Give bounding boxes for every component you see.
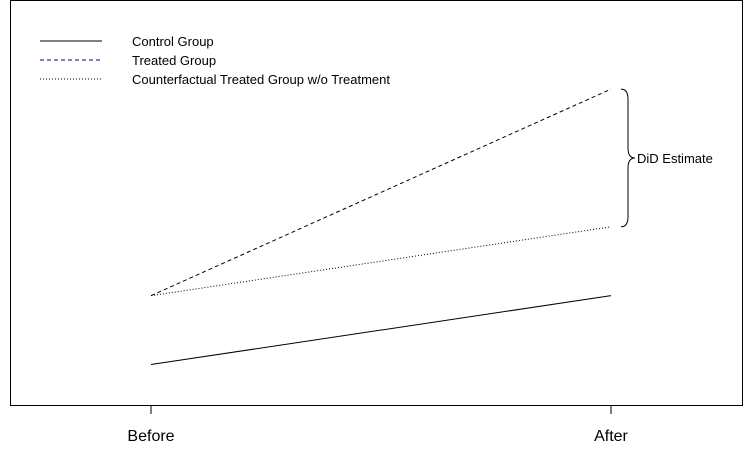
legend-label: Counterfactual Treated Group w/o Treatme… [132, 72, 390, 87]
series-line [150, 226, 612, 297]
series-line [150, 88, 612, 297]
annotation-layer: DiD Estimate [620, 88, 713, 228]
series-line [150, 295, 612, 365]
legend: Control Group Treated Group Counterfactual… [40, 34, 390, 87]
legend-label: Control Group [132, 34, 214, 49]
x-tick-label: After [594, 428, 628, 444]
plot-box [10, 0, 743, 406]
legend-label: Treated Group [132, 53, 216, 68]
did-estimate-label: DiD Estimate [637, 151, 713, 166]
x-tick-label: Before [127, 428, 174, 444]
x-axis: Before After [127, 405, 629, 445]
did-brace [620, 88, 636, 228]
series-layer [150, 88, 612, 365]
